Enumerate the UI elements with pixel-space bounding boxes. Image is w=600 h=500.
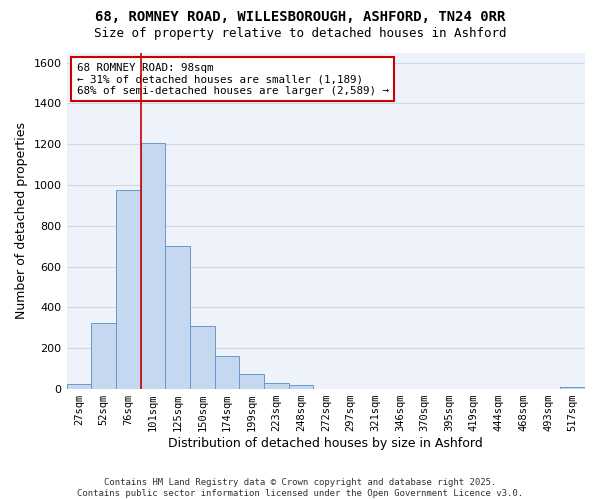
Y-axis label: Number of detached properties: Number of detached properties	[15, 122, 28, 320]
Text: 68 ROMNEY ROAD: 98sqm
← 31% of detached houses are smaller (1,189)
68% of semi-d: 68 ROMNEY ROAD: 98sqm ← 31% of detached …	[77, 62, 389, 96]
Bar	[165, 246, 190, 389]
Bar	[560, 387, 585, 389]
Bar	[190, 326, 215, 389]
X-axis label: Distribution of detached houses by size in Ashford: Distribution of detached houses by size …	[169, 437, 483, 450]
Bar	[91, 323, 116, 389]
Bar	[116, 190, 140, 389]
Bar	[67, 384, 91, 389]
Bar	[239, 374, 264, 389]
Bar	[215, 356, 239, 389]
Bar	[289, 385, 313, 389]
Text: Contains HM Land Registry data © Crown copyright and database right 2025.
Contai: Contains HM Land Registry data © Crown c…	[77, 478, 523, 498]
Text: Size of property relative to detached houses in Ashford: Size of property relative to detached ho…	[94, 28, 506, 40]
Text: 68, ROMNEY ROAD, WILLESBOROUGH, ASHFORD, TN24 0RR: 68, ROMNEY ROAD, WILLESBOROUGH, ASHFORD,…	[95, 10, 505, 24]
Bar	[264, 383, 289, 389]
Bar	[140, 144, 165, 389]
